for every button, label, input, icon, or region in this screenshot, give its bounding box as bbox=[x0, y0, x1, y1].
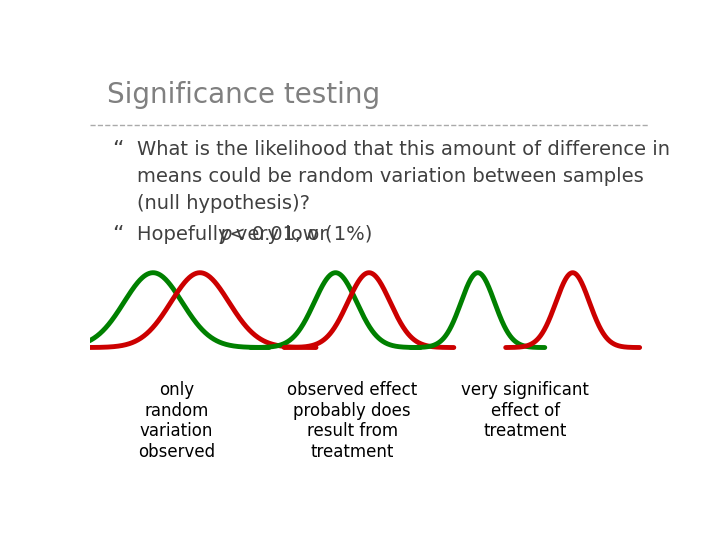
Text: “: “ bbox=[112, 225, 124, 245]
Text: Hopefully very low (: Hopefully very low ( bbox=[138, 225, 333, 244]
Text: (null hypothesis)?: (null hypothesis)? bbox=[138, 194, 310, 213]
Text: “: “ bbox=[112, 140, 124, 160]
Text: What is the likelihood that this amount of difference in: What is the likelihood that this amount … bbox=[138, 140, 670, 159]
Text: only
random
variation
observed: only random variation observed bbox=[138, 381, 215, 461]
Text: p: p bbox=[219, 225, 231, 244]
Text: means could be random variation between samples: means could be random variation between … bbox=[138, 167, 644, 186]
Text: Significance testing: Significance testing bbox=[107, 82, 380, 110]
Text: very significant
effect of
treatment: very significant effect of treatment bbox=[462, 381, 589, 441]
Text: < 0.01, or 1%): < 0.01, or 1%) bbox=[223, 225, 372, 244]
Text: observed effect
probably does
result from
treatment: observed effect probably does result fro… bbox=[287, 381, 418, 461]
